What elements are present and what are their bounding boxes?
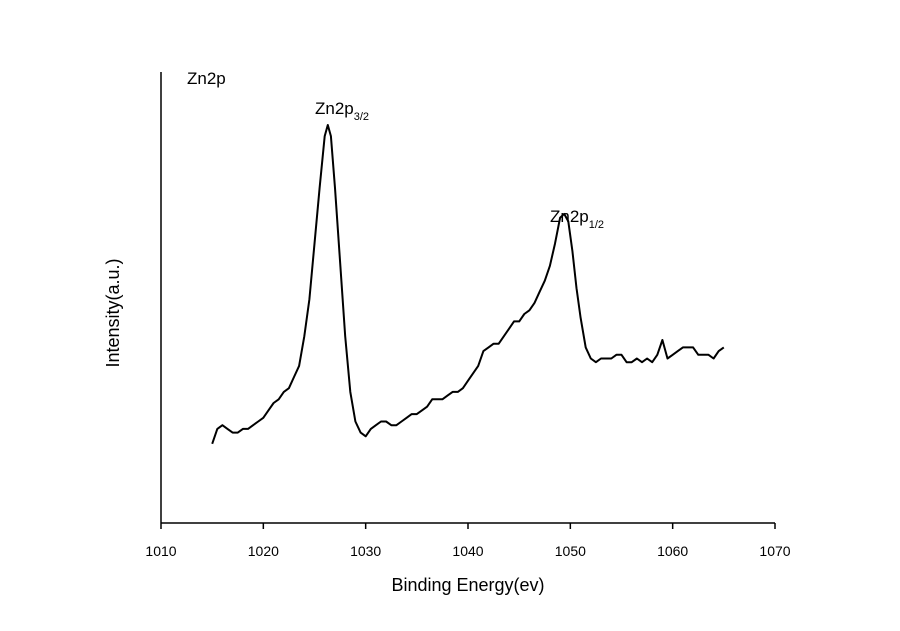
peak-label-zn2p3-2-sub: 3/2 [354, 111, 369, 123]
x-tick-label: 1040 [452, 543, 483, 559]
x-axis-label: Binding Energy(ev) [391, 575, 544, 595]
y-axis-label: Intensity(a.u.) [103, 258, 123, 367]
peak-label-zn2p3-2-base: Zn2p [315, 99, 354, 118]
peak-label-zn2p1-2-base: Zn2p [550, 207, 589, 226]
x-tick-label: 1030 [350, 543, 381, 559]
x-tick-label: 1020 [248, 543, 279, 559]
x-tick-label: 1010 [145, 543, 176, 559]
x-ticks: 1010 1020 1030 1040 1050 1060 1070 [145, 523, 791, 559]
x-tick-label: 1070 [759, 543, 790, 559]
axes [160, 72, 775, 524]
peak-label-zn2p1-2: Zn2p1/2 [550, 207, 604, 231]
x-tick-label: 1050 [555, 543, 586, 559]
peak-label-zn2p1-2-sub: 1/2 [589, 219, 604, 231]
x-tick-label: 1060 [657, 543, 688, 559]
chart-title: Zn2p [187, 69, 226, 88]
peak-label-zn2p3-2: Zn2p3/2 [315, 99, 369, 123]
spectrum-line [211, 124, 725, 445]
